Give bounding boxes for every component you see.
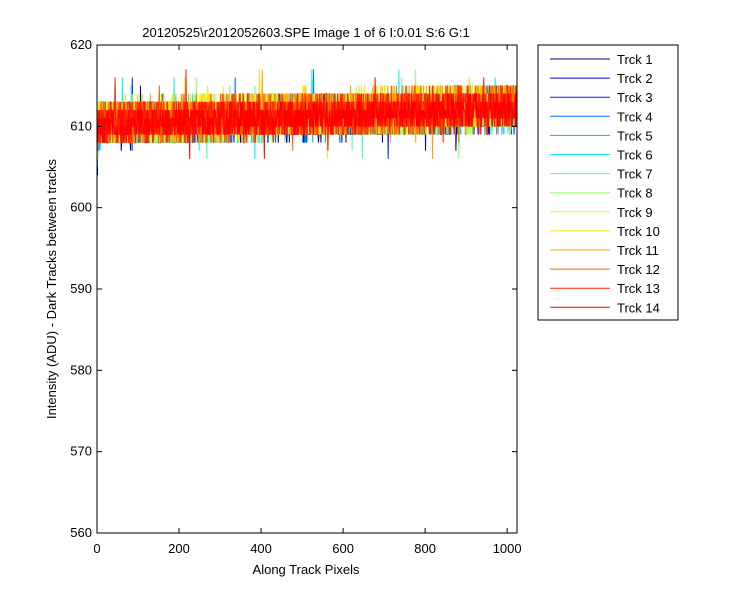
legend-label-1: Trck 1 <box>617 52 653 67</box>
chart-title: 20120525\r2012052603.SPE Image 1 of 6 I:… <box>142 25 469 40</box>
y-tick-label: 620 <box>70 37 92 52</box>
x-tick-label: 0 <box>93 541 100 556</box>
legend-box <box>537 44 679 321</box>
x-tick-label: 600 <box>332 541 354 556</box>
legend-label-9: Trck 9 <box>617 205 653 220</box>
y-tick-label: 570 <box>70 444 92 459</box>
series-layer <box>97 69 517 176</box>
legend-label-3: Trck 3 <box>617 90 653 105</box>
legend-label-6: Trck 6 <box>617 148 653 163</box>
x-tick-label: 1000 <box>493 541 522 556</box>
legend-label-2: Trck 2 <box>617 71 653 86</box>
x-axis: 0 200 400 600 800 1000 <box>93 45 522 556</box>
x-tick-label: 400 <box>250 541 272 556</box>
y-axis-label: Intensity (ADU) - Dark Tracks between tr… <box>44 158 59 419</box>
y-tick-label: 560 <box>70 525 92 540</box>
x-tick-label: 200 <box>168 541 190 556</box>
legend-label-7: Trck 7 <box>617 167 653 182</box>
legend-label-8: Trck 8 <box>617 186 653 201</box>
y-tick-label: 580 <box>70 362 92 377</box>
series-line-14 <box>97 77 517 159</box>
x-axis-label: Along Track Pixels <box>253 562 360 577</box>
y-tick-label: 610 <box>70 118 92 133</box>
legend-label-13: Trck 13 <box>617 281 660 296</box>
legend: Trck 1 Trck 2 Trck 3 Trck 4 Trck 5 Trck 6 Trck… <box>537 44 679 321</box>
legend-label-4: Trck 4 <box>617 109 653 124</box>
y-tick-label: 590 <box>70 281 92 296</box>
legend-label-11: Trck 11 <box>617 243 659 258</box>
y-axis: 560 570 580 590 600 610 620 <box>70 37 517 540</box>
x-tick-label: 800 <box>414 541 436 556</box>
legend-label-14: Trck 14 <box>617 300 660 315</box>
y-tick-label: 600 <box>70 200 92 215</box>
legend-label-5: Trck 5 <box>617 128 653 143</box>
legend-label-10: Trck 10 <box>617 224 660 239</box>
legend-label-12: Trck 12 <box>617 262 660 277</box>
